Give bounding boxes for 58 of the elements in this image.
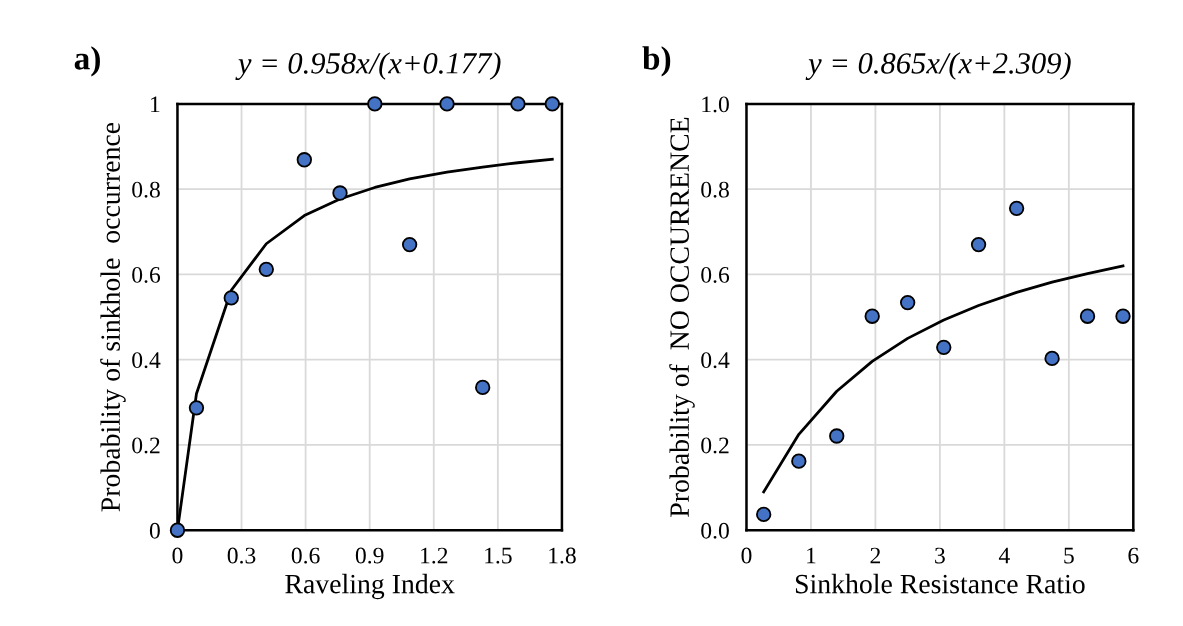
x-tick-label: 2 — [870, 547, 881, 564]
text: a) — [74, 46, 100, 77]
x-tick-label: 4 — [998, 547, 1010, 564]
y-tick-label: 1 — [151, 96, 160, 113]
y-tick-label: 0.8 — [701, 181, 729, 198]
point — [401, 236, 418, 253]
line-series — [762, 264, 1125, 494]
point — [936, 339, 952, 356]
x-tick-label: 1.5 — [485, 547, 512, 564]
point — [899, 294, 916, 311]
x-tick-label: 1.2 — [421, 547, 448, 564]
point — [367, 96, 383, 112]
x-tick-label: 1.8 — [549, 547, 576, 564]
y-axis-title: Probability of sinkhole occurrence — [100, 122, 126, 512]
point — [439, 96, 455, 112]
point — [756, 506, 772, 523]
point — [1079, 308, 1096, 324]
point — [258, 261, 274, 277]
y-tick-label: 0.8 — [132, 181, 160, 198]
y-tick-label: 0 — [149, 522, 160, 539]
point — [475, 379, 491, 396]
point — [970, 236, 987, 253]
point — [1115, 308, 1131, 324]
text: b) — [642, 46, 671, 77]
y-tick-label: 0.2 — [701, 437, 729, 454]
x-tick-label: 5 — [1064, 547, 1074, 564]
point — [510, 96, 526, 112]
x-axis-title: Sinkhole Resistance Ratio — [795, 573, 1085, 594]
point — [223, 290, 239, 306]
point — [544, 96, 560, 112]
point — [188, 400, 205, 416]
y-tick-label: 0.4 — [132, 352, 161, 369]
y-tick-label: 0.6 — [701, 266, 730, 283]
y-tick-label: 0.2 — [132, 437, 160, 454]
x-tick-label: 0.9 — [355, 547, 384, 564]
chart-title: y = 0.865x/(x+2.309) — [805, 52, 1071, 80]
chart-title: y = 0.958x/(x+0.177) — [235, 52, 501, 80]
point — [1008, 200, 1025, 217]
y-axis-title: Probability of NO OCCURRENCE — [669, 117, 695, 517]
x-tick-label: 0 — [172, 547, 183, 564]
point — [864, 308, 880, 324]
x-tick-label: 6 — [1128, 547, 1139, 564]
x-tick-label: 3 — [935, 547, 945, 564]
x-tick-label: 0.6 — [291, 547, 320, 564]
point — [1044, 350, 1060, 367]
point — [296, 152, 312, 168]
point — [829, 428, 845, 444]
point — [169, 522, 186, 538]
x-axis-title: Raveling Index — [285, 573, 455, 600]
y-tick-label: 1.0 — [702, 96, 729, 113]
point — [332, 185, 348, 201]
x-tick-label: 0.3 — [227, 547, 256, 564]
y-tick-label: 0.0 — [701, 522, 729, 539]
y-tick-label: 0.4 — [701, 352, 730, 369]
point — [791, 453, 807, 469]
y-tick-label: 0.6 — [132, 266, 161, 283]
x-tick-label: 0 — [741, 547, 752, 564]
x-tick-label: 1 — [807, 547, 816, 564]
